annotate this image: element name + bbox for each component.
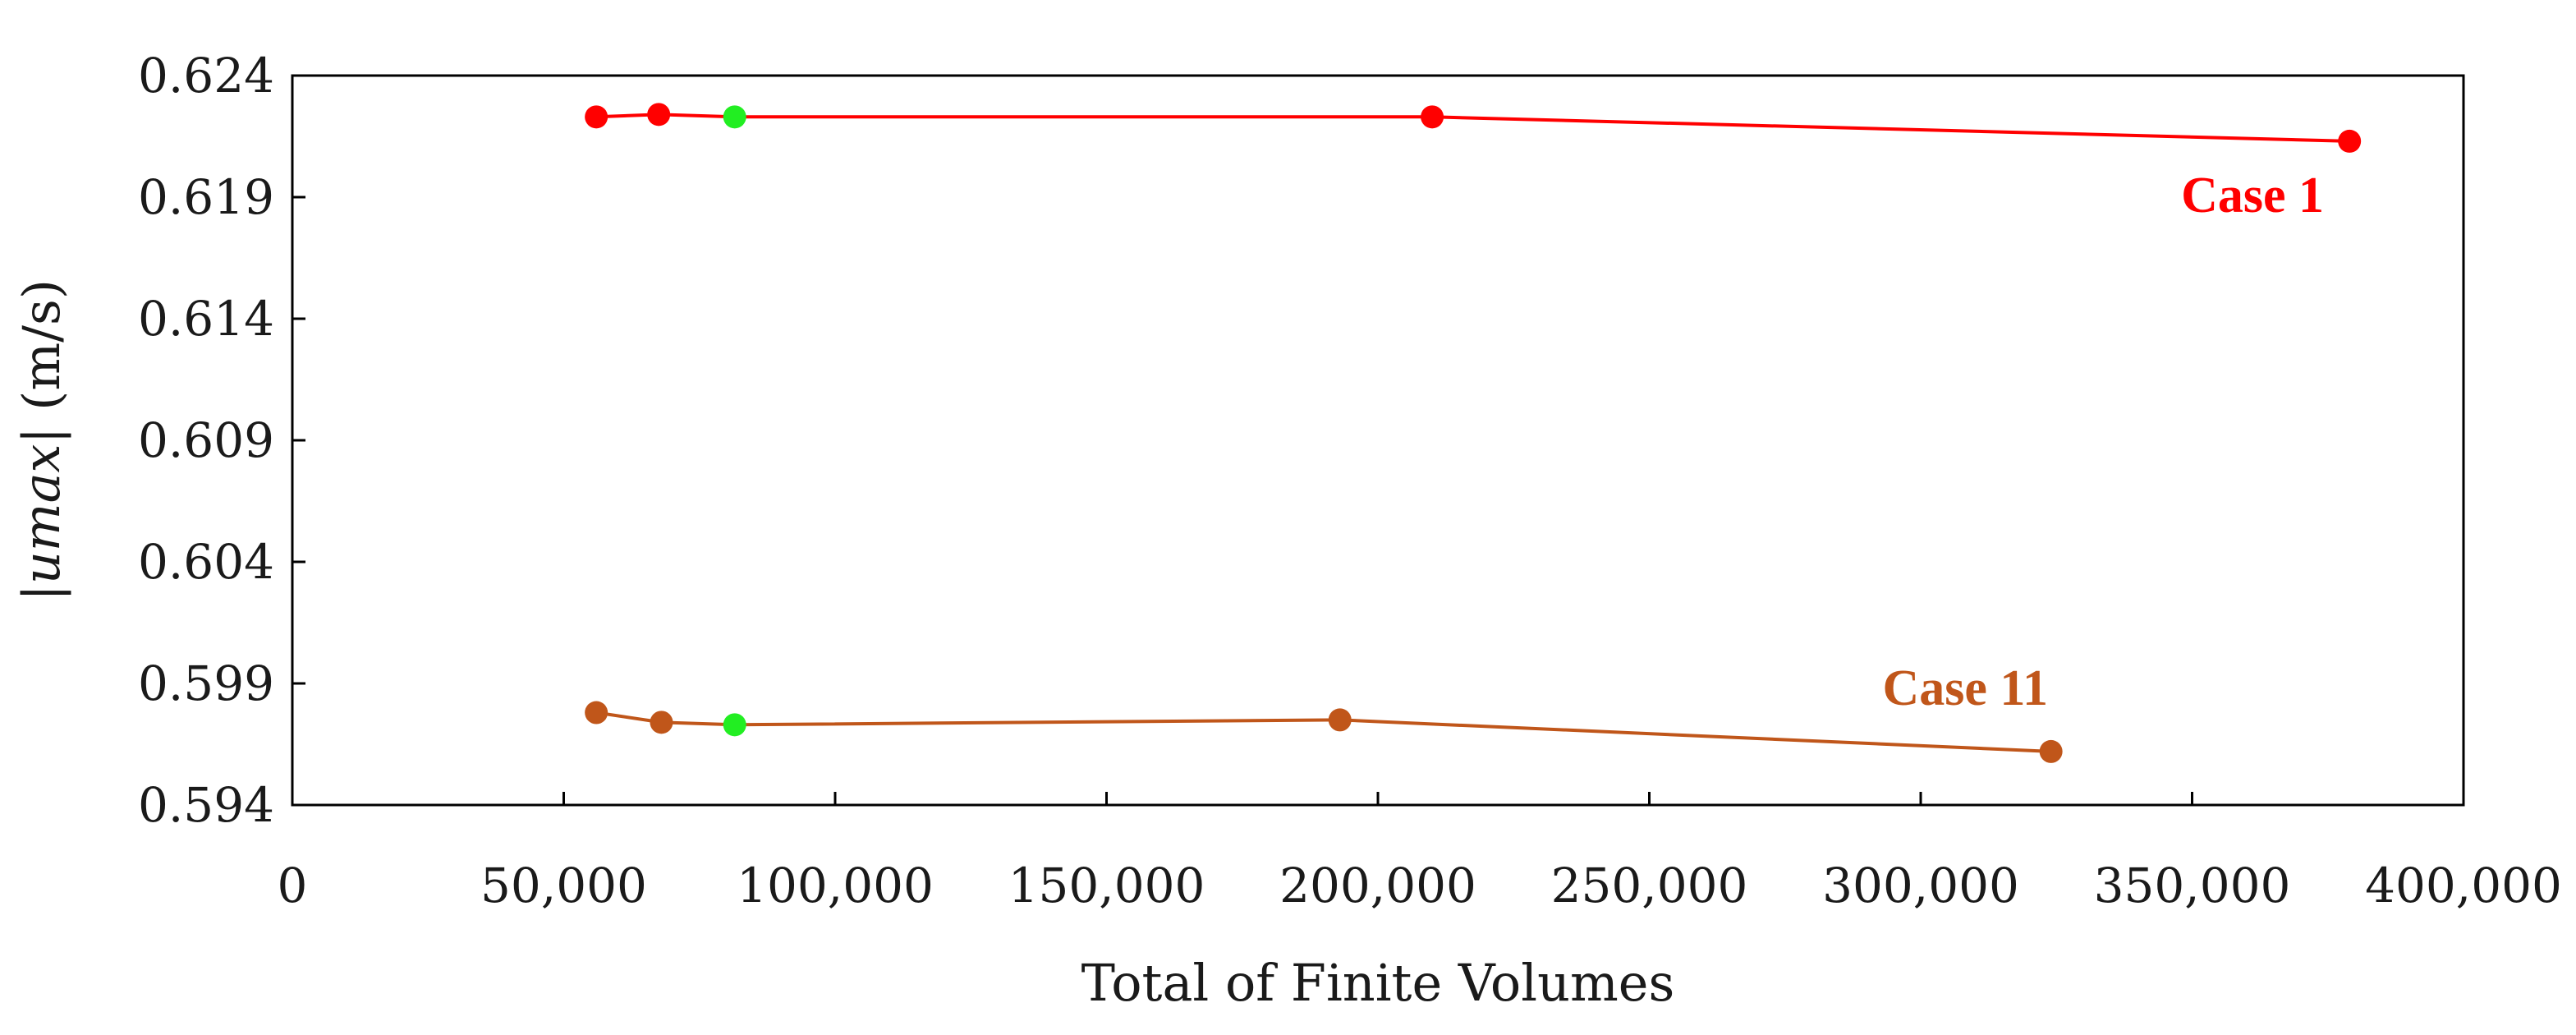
y-tick-label: 0.624 [138, 48, 274, 104]
series-layer [585, 103, 2362, 763]
series-line-case-11 [595, 711, 2051, 753]
data-point-case-1 [1421, 105, 1444, 129]
y-tick-label: 0.609 [138, 412, 274, 468]
y-tick-label: 0.604 [138, 534, 274, 590]
y-axis-title-variable: umax [11, 444, 71, 584]
x-axis-ticks: 0 50,000 100,000 150,000 200,000 250,000 300,0… [278, 792, 2562, 913]
x-tick-label: 350,000 [2094, 858, 2291, 913]
data-point-case-11 [723, 713, 746, 737]
data-point-case-1 [647, 103, 671, 126]
x-tick-label: 400,000 [2365, 858, 2562, 913]
x-tick-label: 100,000 [737, 858, 934, 913]
series-label-case-11: Case 11 [1883, 660, 2049, 716]
x-tick-label: 300,000 [1822, 858, 2019, 913]
x-axis-title: Total of Finite Volumes [1081, 953, 1675, 1013]
plot-frame [291, 74, 2465, 807]
series-line-case-1 [596, 113, 2350, 143]
y-tick-label: 0.594 [138, 777, 274, 833]
x-tick-label: 200,000 [1279, 858, 1476, 913]
y-tick-label: 0.599 [138, 656, 274, 711]
data-point-case-11 [1328, 708, 1352, 732]
y-axis-ticks: 0.594 0.599 0.604 0.609 0.614 0.619 0.624 [138, 48, 305, 833]
x-tick-label: 50,000 [480, 858, 647, 913]
series-label-case-1: Case 1 [2181, 168, 2324, 223]
y-axis-title-prefix: | [11, 584, 71, 601]
data-point-case-1 [723, 105, 746, 129]
data-point-case-1 [585, 105, 608, 129]
data-point-case-1 [2338, 129, 2362, 153]
data-point-case-11 [650, 711, 673, 734]
x-tick-label: 0 [278, 858, 308, 913]
y-axis-title-suffix: | (m/s) [11, 279, 71, 444]
y-tick-label: 0.614 [138, 291, 274, 347]
y-axis-title: |umax| (m/s) [11, 279, 71, 601]
data-point-case-11 [2039, 739, 2063, 763]
y-tick-label: 0.619 [138, 169, 274, 225]
x-tick-label: 250,000 [1551, 858, 1748, 913]
x-tick-label: 150,000 [1008, 858, 1205, 913]
data-point-case-11 [585, 701, 608, 724]
